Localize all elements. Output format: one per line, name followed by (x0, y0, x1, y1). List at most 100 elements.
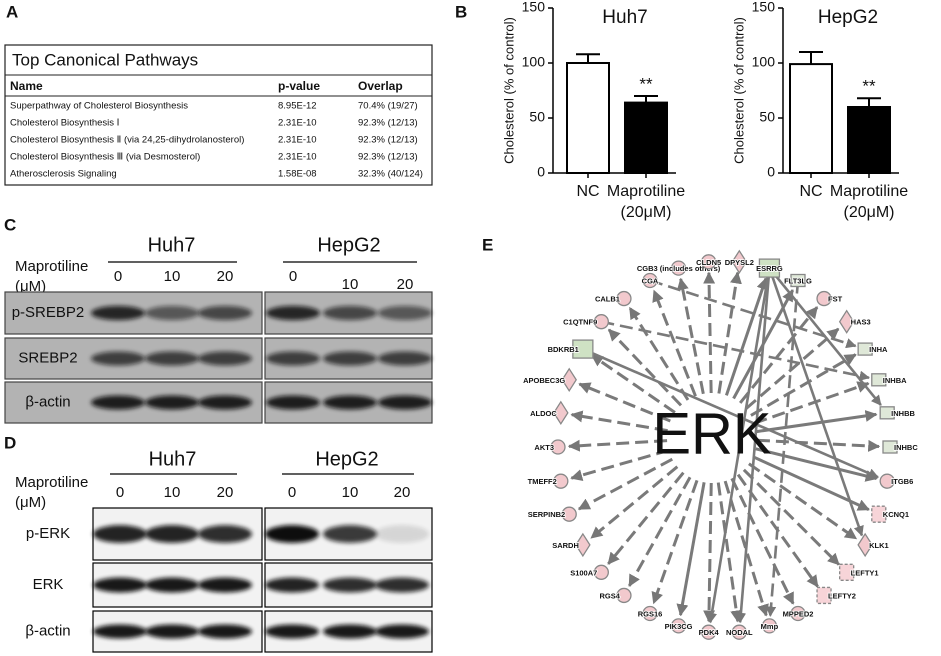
edge (676, 482, 706, 617)
dose-label: 20 (217, 484, 234, 501)
edge (601, 320, 871, 381)
band (93, 624, 147, 639)
edge (753, 381, 870, 425)
edge (628, 476, 692, 587)
edge (768, 267, 864, 537)
node (575, 532, 591, 558)
edge (590, 465, 679, 540)
table-cell: Cholesterol Biosynthesis Ⅱ (via 24,25-di… (10, 135, 244, 146)
edge (756, 438, 881, 452)
node-label: APOBEC3G (523, 376, 565, 385)
node (670, 618, 687, 634)
dose-label: 20 (217, 268, 234, 285)
node (561, 506, 577, 522)
edge (570, 448, 670, 481)
band (145, 305, 199, 321)
band (145, 351, 199, 366)
significance: ** (639, 74, 653, 93)
table-cell: 92.3% (12/13) (358, 135, 418, 146)
band (323, 395, 377, 410)
node (816, 290, 832, 307)
bar (624, 101, 668, 174)
node (550, 439, 566, 455)
table-cell: 1.58E-08 (278, 169, 317, 180)
band (198, 525, 252, 543)
node-label: C1QTNF9 (563, 318, 597, 327)
node-label: ESRRG (756, 264, 783, 273)
band (91, 351, 145, 366)
edge (755, 447, 878, 482)
node-label: RGS4 (600, 591, 621, 600)
edge (567, 439, 668, 452)
chart-title: HepG2 (818, 7, 878, 28)
panel-label: E (482, 235, 493, 254)
node-label: INHBC (894, 443, 918, 452)
y-tick-label: 50 (529, 109, 545, 125)
band (198, 395, 252, 410)
band (93, 525, 147, 543)
panel-label: C (4, 215, 16, 234)
node (701, 254, 717, 270)
blot-row-label: ERK (33, 576, 64, 593)
node-label: S100A7 (570, 568, 597, 577)
band (145, 395, 199, 410)
band (323, 525, 377, 543)
band (145, 624, 199, 639)
panel-label: B (455, 2, 467, 21)
dose-label: 0 (288, 484, 296, 501)
dose-label: 10 (164, 268, 181, 285)
table-cell: 2.31E-10 (278, 118, 317, 129)
blot-row-label: SREBP2 (18, 349, 77, 366)
cell-line: Huh7 (149, 448, 197, 470)
edge (582, 347, 879, 479)
node (871, 505, 887, 523)
table-cell: Cholesterol Biosynthesis Ⅲ (via Desmoste… (10, 152, 200, 163)
y-tick-label: 150 (522, 0, 546, 15)
edge (724, 277, 769, 396)
table-cell: 70.4% (19/27) (358, 101, 418, 112)
band (378, 395, 432, 410)
node-label: FLT3LG (784, 276, 812, 285)
edge (577, 457, 674, 511)
band (266, 351, 320, 366)
node (761, 618, 778, 634)
edge (651, 479, 699, 605)
node (553, 473, 569, 489)
edge (578, 382, 671, 423)
cell-line: HepG2 (317, 234, 380, 256)
band (323, 305, 377, 321)
node-label: CLDN5 (696, 258, 721, 267)
band (145, 525, 199, 543)
edge (649, 279, 857, 349)
node (816, 586, 832, 605)
node (731, 249, 748, 275)
edge (765, 280, 800, 617)
y-tick-label: 100 (752, 54, 776, 70)
edge (735, 267, 771, 624)
node (616, 290, 632, 307)
y-tick-label: 150 (752, 0, 776, 15)
node-label: HAS3 (851, 318, 871, 327)
node-label: RGS16 (638, 609, 663, 618)
node (871, 373, 887, 387)
y-tick-label: 0 (767, 164, 775, 180)
bar (847, 106, 891, 174)
band (145, 577, 199, 593)
node-label: NODAL (726, 628, 753, 637)
band (375, 577, 429, 593)
edge (590, 354, 676, 414)
table-cell: 2.31E-10 (278, 135, 317, 146)
band (323, 577, 377, 593)
band (198, 305, 252, 321)
y-tick-label: 0 (537, 164, 545, 180)
node-label: KLK1 (869, 541, 889, 550)
node (616, 587, 632, 604)
table-cell: 8.95E-12 (278, 101, 317, 112)
node-label: FST (828, 295, 843, 304)
node-label: INHA (869, 345, 888, 354)
network-center: ERK (652, 401, 772, 466)
cell-line: Huh7 (148, 234, 196, 256)
band (198, 351, 252, 366)
band (198, 577, 252, 593)
table-header: Name (10, 79, 43, 93)
